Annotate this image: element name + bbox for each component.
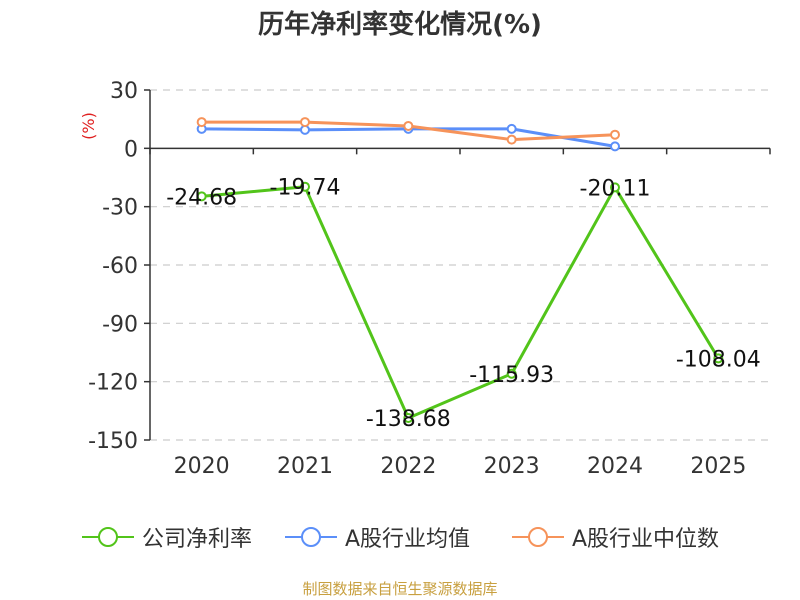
y-tick-label: 0 <box>124 137 138 162</box>
data-point <box>196 191 207 202</box>
data-point <box>506 134 517 145</box>
data-point <box>610 129 620 140</box>
y-tick-label: -90 <box>102 312 138 337</box>
x-tick-label: 2023 <box>484 454 540 479</box>
chart-title: 历年净利率变化情况(%) <box>258 10 542 40</box>
data-label: -138.68 <box>366 407 451 432</box>
legend-label: A股行业中位数 <box>572 527 720 552</box>
legend-label: 公司净利率 <box>142 527 253 552</box>
x-tick-label: 2021 <box>277 454 333 479</box>
data-point <box>610 182 620 193</box>
data-label: -115.93 <box>469 363 554 388</box>
data-point <box>506 368 517 379</box>
legend-item[interactable]: A股行业均值 <box>285 520 470 554</box>
data-point <box>403 412 414 423</box>
data-label: -24.68 <box>166 185 237 210</box>
legend-item[interactable]: A股行业中位数 <box>512 520 719 554</box>
y-tick-label: -120 <box>88 371 138 396</box>
y-tick-label: -150 <box>88 429 138 454</box>
data-point <box>196 117 207 128</box>
data-point <box>610 141 620 152</box>
data-point <box>506 123 517 134</box>
x-tick-label: 2022 <box>380 454 436 479</box>
y-tick-label: -60 <box>102 254 138 279</box>
y-tick-label: -30 <box>102 196 138 221</box>
y-tick-label: 30 <box>110 79 138 104</box>
x-tick-label: 2025 <box>690 454 746 479</box>
data-label: -19.74 <box>270 176 341 201</box>
x-tick-label: 2024 <box>587 454 643 479</box>
legend-marker-icon <box>285 525 337 549</box>
x-tick-label: 2020 <box>174 454 230 479</box>
legend-marker-icon <box>512 525 564 549</box>
legend-label: A股行业均值 <box>345 527 471 552</box>
data-point <box>300 181 310 192</box>
legend-marker-icon <box>82 525 134 549</box>
chart-legend: 公司净利率 A股行业均值 A股行业中位数 <box>0 520 800 554</box>
data-label: -20.11 <box>580 176 651 201</box>
y-axis-label: (%) <box>79 112 98 140</box>
data-label: -108.04 <box>676 347 761 372</box>
source-note: 制图数据来自恒生聚源数据库 <box>302 580 498 598</box>
series-line <box>201 185 720 420</box>
legend-item[interactable]: 公司净利率 <box>82 520 252 554</box>
data-point <box>300 117 310 128</box>
data-point <box>713 353 724 364</box>
data-point <box>403 120 414 131</box>
